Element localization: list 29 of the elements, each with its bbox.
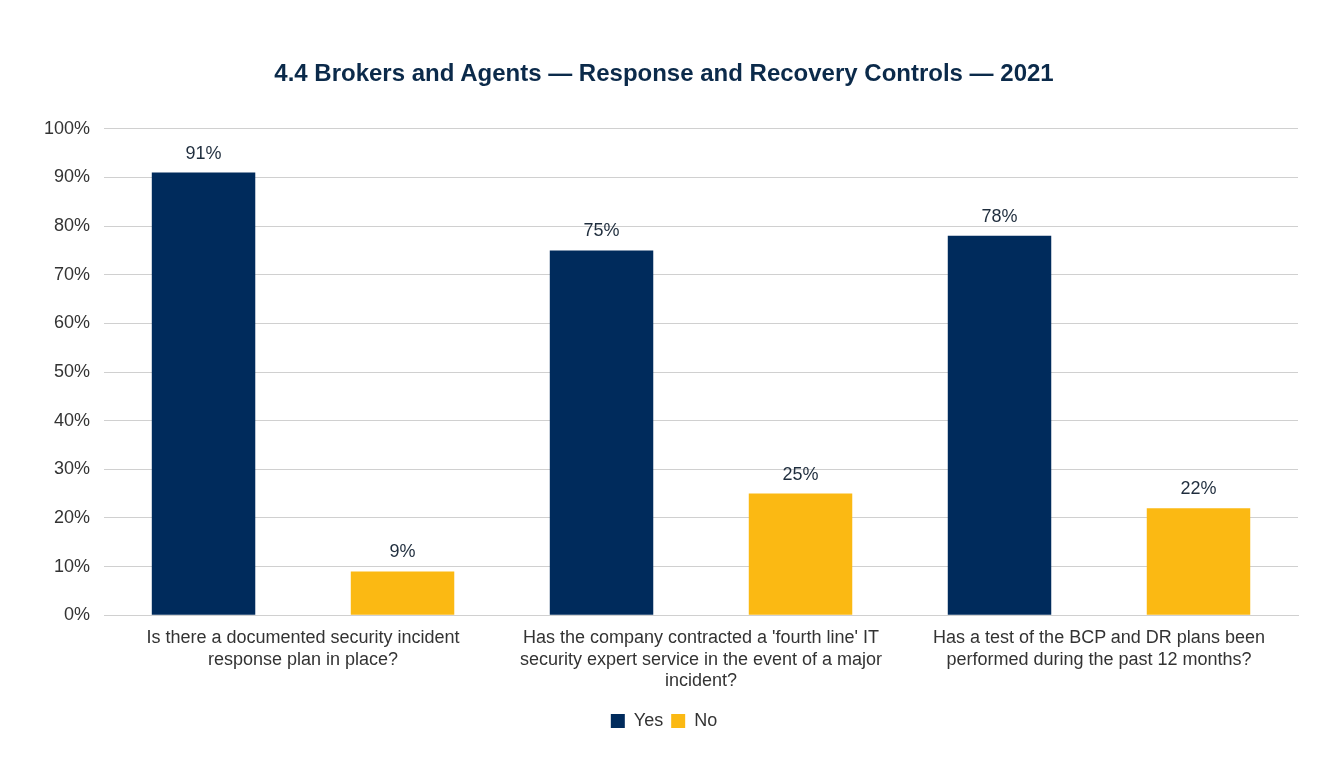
bar xyxy=(549,250,654,615)
y-tick-label: 60% xyxy=(54,312,91,333)
y-tick-label: 30% xyxy=(54,458,91,479)
chart-title: 4.4 Brokers and Agents — Response and Recovery Controls — 2021 xyxy=(274,59,1054,87)
legend-label: No xyxy=(694,709,718,730)
y-tick-label: 0% xyxy=(64,604,91,625)
x-tick-label: Is there a documented security incident response plan in place? xyxy=(146,626,460,669)
y-tick-label: 40% xyxy=(54,409,91,430)
y-tick-label: 90% xyxy=(54,166,91,187)
bar xyxy=(350,571,455,615)
data-label: 75% xyxy=(583,220,620,241)
y-tick-label: 100% xyxy=(43,117,91,138)
bar xyxy=(947,235,1052,615)
y-tick-label: 80% xyxy=(54,215,91,236)
bar xyxy=(151,172,256,615)
bar xyxy=(748,493,853,615)
data-label: 78% xyxy=(981,205,1018,226)
bar xyxy=(1146,508,1251,615)
x-tick-label: Has a test of the BCP and DR plans been performed during the past 12 months? xyxy=(933,626,1265,669)
legend-label: Yes xyxy=(633,709,664,730)
x-tick-label: Has the company contracted a 'fourth line' IT security expert service in the event of a major incident? xyxy=(519,626,883,691)
data-label: 25% xyxy=(782,463,819,484)
data-label: 91% xyxy=(185,142,222,163)
y-tick-label: 50% xyxy=(54,360,91,381)
y-tick-label: 20% xyxy=(54,506,91,527)
data-label: 22% xyxy=(1180,478,1217,499)
y-tick-label: 70% xyxy=(54,263,91,284)
data-label: 9% xyxy=(389,541,416,562)
y-tick-label: 10% xyxy=(54,555,91,576)
